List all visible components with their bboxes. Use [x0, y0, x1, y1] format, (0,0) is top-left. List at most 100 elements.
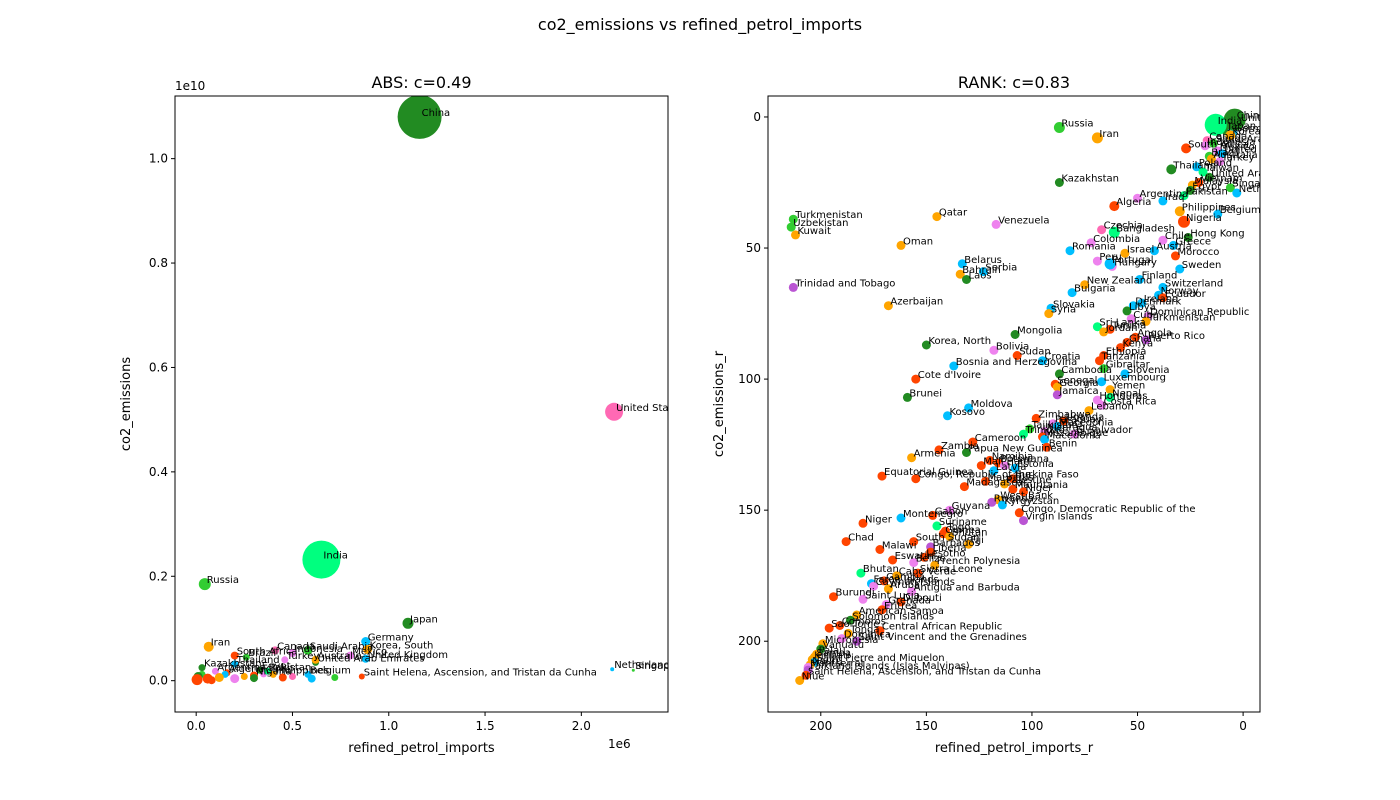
rank-point [1192, 162, 1202, 172]
rank-point [824, 623, 834, 633]
rank-point [1141, 335, 1151, 345]
rank-point [1178, 215, 1190, 228]
rank-point-label: Brazil [1211, 147, 1239, 158]
rank-point-label: Croatia [1045, 352, 1081, 363]
abs-point [605, 402, 624, 421]
rank-point-label: Saint Lucia [865, 590, 920, 601]
rank-point-label: India [1218, 116, 1243, 127]
abs-point-label: Singapore [635, 661, 685, 672]
abs-point [397, 96, 442, 139]
abs-point-label: Canada [277, 641, 315, 652]
rank-point-label: Samoa [817, 648, 851, 659]
rank-point-label: Colombia [1093, 234, 1140, 245]
rank-point-label: Yemen [1111, 381, 1145, 392]
abs-point-label: Pakistan [269, 662, 311, 673]
rank-point [911, 474, 921, 484]
rank-point-label: Belize [916, 554, 946, 565]
rank-point-label: Ghana [1129, 333, 1162, 344]
rank-point-label: Eritrea [884, 601, 917, 612]
abs-point [402, 617, 414, 629]
abs-point-label: Japan [409, 614, 438, 625]
abs-x-tick-label: 1.0 [379, 719, 398, 733]
rank-point-label: Barbados [933, 538, 980, 549]
rank-point [1010, 463, 1020, 473]
rank-point-label: Belgium [1220, 205, 1261, 216]
rank-point-label: Russia [1061, 119, 1093, 130]
rank-point-label: Iraq [1165, 192, 1185, 203]
rank-point [1174, 206, 1185, 217]
rank-points [786, 108, 1246, 685]
rank-point-label: Switzerland [1165, 278, 1223, 289]
abs-point-label: Germany [368, 633, 414, 644]
abs-point [198, 664, 206, 672]
rank-point [1126, 314, 1136, 324]
rank-point-label: Eswatini [895, 551, 937, 562]
rank-point [1183, 233, 1193, 242]
rank-point [1158, 196, 1168, 206]
rank-point-label: South Sudan [916, 533, 980, 544]
rank-point-label: Niue [802, 672, 825, 683]
rank-y-tick-label: 100 [738, 372, 761, 386]
rank-point-label: Azerbaijan [890, 297, 943, 308]
rank-point [856, 568, 866, 578]
abs-point [361, 654, 370, 663]
rank-point-label: Cameroon [975, 433, 1026, 444]
rank-point-label: Bolivia [996, 341, 1029, 352]
rank-point-label: Hong Kong [1190, 229, 1244, 240]
rank-point-label: Paraguay [1055, 415, 1102, 426]
rank-point-label: Montenegro [903, 509, 963, 520]
abs-y-tick-label: 0.6 [149, 360, 168, 374]
rank-point-label: Slovenia [1127, 365, 1170, 376]
abs-point-label: Iran [211, 638, 231, 649]
rank-point-label: Nauru [812, 656, 842, 667]
rank-point-label: Gibraltar [1106, 360, 1151, 371]
rank-point-label: Australia [1213, 150, 1257, 161]
rank-point [877, 605, 887, 615]
rank-point [1158, 293, 1168, 303]
rank-point-label: Liberia [933, 543, 967, 554]
rank-point-label: Taiwan [1204, 163, 1239, 174]
rank-point [976, 461, 986, 471]
abs-point [203, 641, 214, 652]
rank-point-label: Poland [1199, 158, 1232, 169]
rank-x-tick-label: 50 [1130, 719, 1145, 733]
rank-point [989, 466, 999, 476]
abs-point-label: India [323, 551, 348, 562]
rank-point-label: Korea, North [928, 336, 991, 347]
rank-point [1052, 382, 1062, 392]
rank-point-label: Macedonia [1059, 417, 1113, 428]
rank-point [919, 552, 929, 562]
rank-point-label: Netherlands [1239, 184, 1300, 195]
rank-point [907, 586, 917, 596]
abs-point-label: United Kingdom [368, 650, 448, 661]
rank-point [879, 576, 889, 586]
rank-point-label: Portugal [1112, 255, 1153, 266]
rank-point [829, 592, 838, 602]
abs-point [214, 673, 224, 682]
rank-point [892, 571, 902, 581]
rank-point-label: Peru [1099, 252, 1121, 263]
rank-point-label: Micronesia [825, 635, 879, 646]
rank-point [1025, 424, 1035, 434]
rank-y-tick-label: 150 [738, 503, 761, 517]
rank-point [1019, 487, 1028, 497]
rank-point [1130, 332, 1140, 342]
rank-point [955, 269, 965, 279]
rank-point-label: Comoros [842, 617, 886, 628]
rank-point-label: Niger [1026, 483, 1054, 494]
rank-point [964, 403, 974, 413]
rank-point [930, 560, 940, 570]
rank-point-label: American Samoa [859, 606, 944, 617]
abs-point [271, 646, 280, 655]
abs-x-tick-label: 1.5 [476, 719, 495, 733]
rank-point [1059, 416, 1069, 426]
rank-point-label: Equatorial Guinea [884, 467, 974, 478]
abs-point [198, 578, 211, 591]
rank-point [1099, 364, 1109, 374]
rank-point [1232, 188, 1242, 198]
abs-point [269, 670, 277, 678]
abs-y-tick-label: 0.4 [149, 465, 168, 479]
rank-point-label: Serbia [985, 263, 1017, 274]
rank-point-label: Luxembourg [1104, 373, 1166, 384]
rank-point-label: Malaysia [1194, 176, 1238, 187]
